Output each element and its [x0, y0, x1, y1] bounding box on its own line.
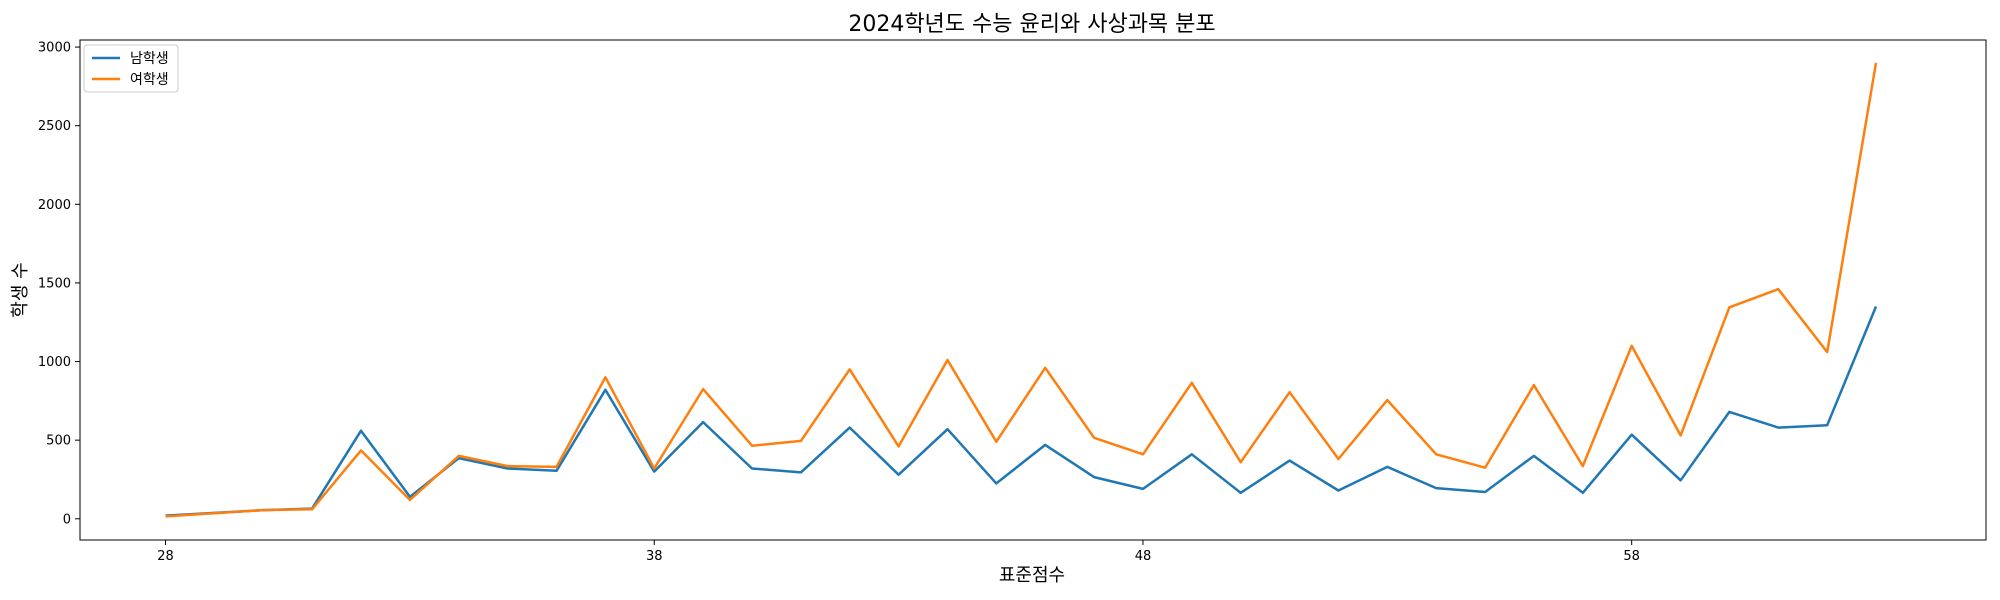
y-tick-label: 1000	[38, 355, 71, 370]
legend-label-boys: 남학생	[130, 51, 169, 67]
series-lines	[165, 62, 1878, 518]
series-line-boys	[165, 306, 1878, 517]
y-axis-label: 학생 수	[10, 262, 31, 317]
legend: 남학생 여학생	[83, 44, 179, 93]
chart-title: 2024학년도 수능 윤리와 사상과목 분포	[848, 12, 1215, 37]
y-tick-label: 0	[63, 512, 71, 527]
x-tick-label: 58	[1623, 549, 1640, 564]
y-axis-ticks: 0 500 1000 1500 2000 2500 3000	[38, 41, 80, 527]
series-line-girls	[165, 62, 1878, 518]
y-tick-label: 2000	[38, 198, 71, 213]
y-tick-label: 1500	[38, 276, 71, 291]
legend-label-girls: 여학생	[130, 72, 169, 88]
x-axis-label: 표준점수	[999, 565, 1065, 586]
y-tick-label: 2500	[38, 119, 71, 134]
plot-frame	[79, 39, 1987, 541]
x-tick-label: 38	[646, 549, 663, 564]
x-tick-label: 48	[1135, 549, 1152, 564]
y-tick-label: 3000	[38, 41, 71, 56]
x-tick-label: 28	[157, 549, 174, 564]
x-axis-ticks: 28 38 48 58	[157, 540, 1640, 564]
y-tick-label: 500	[46, 434, 71, 449]
